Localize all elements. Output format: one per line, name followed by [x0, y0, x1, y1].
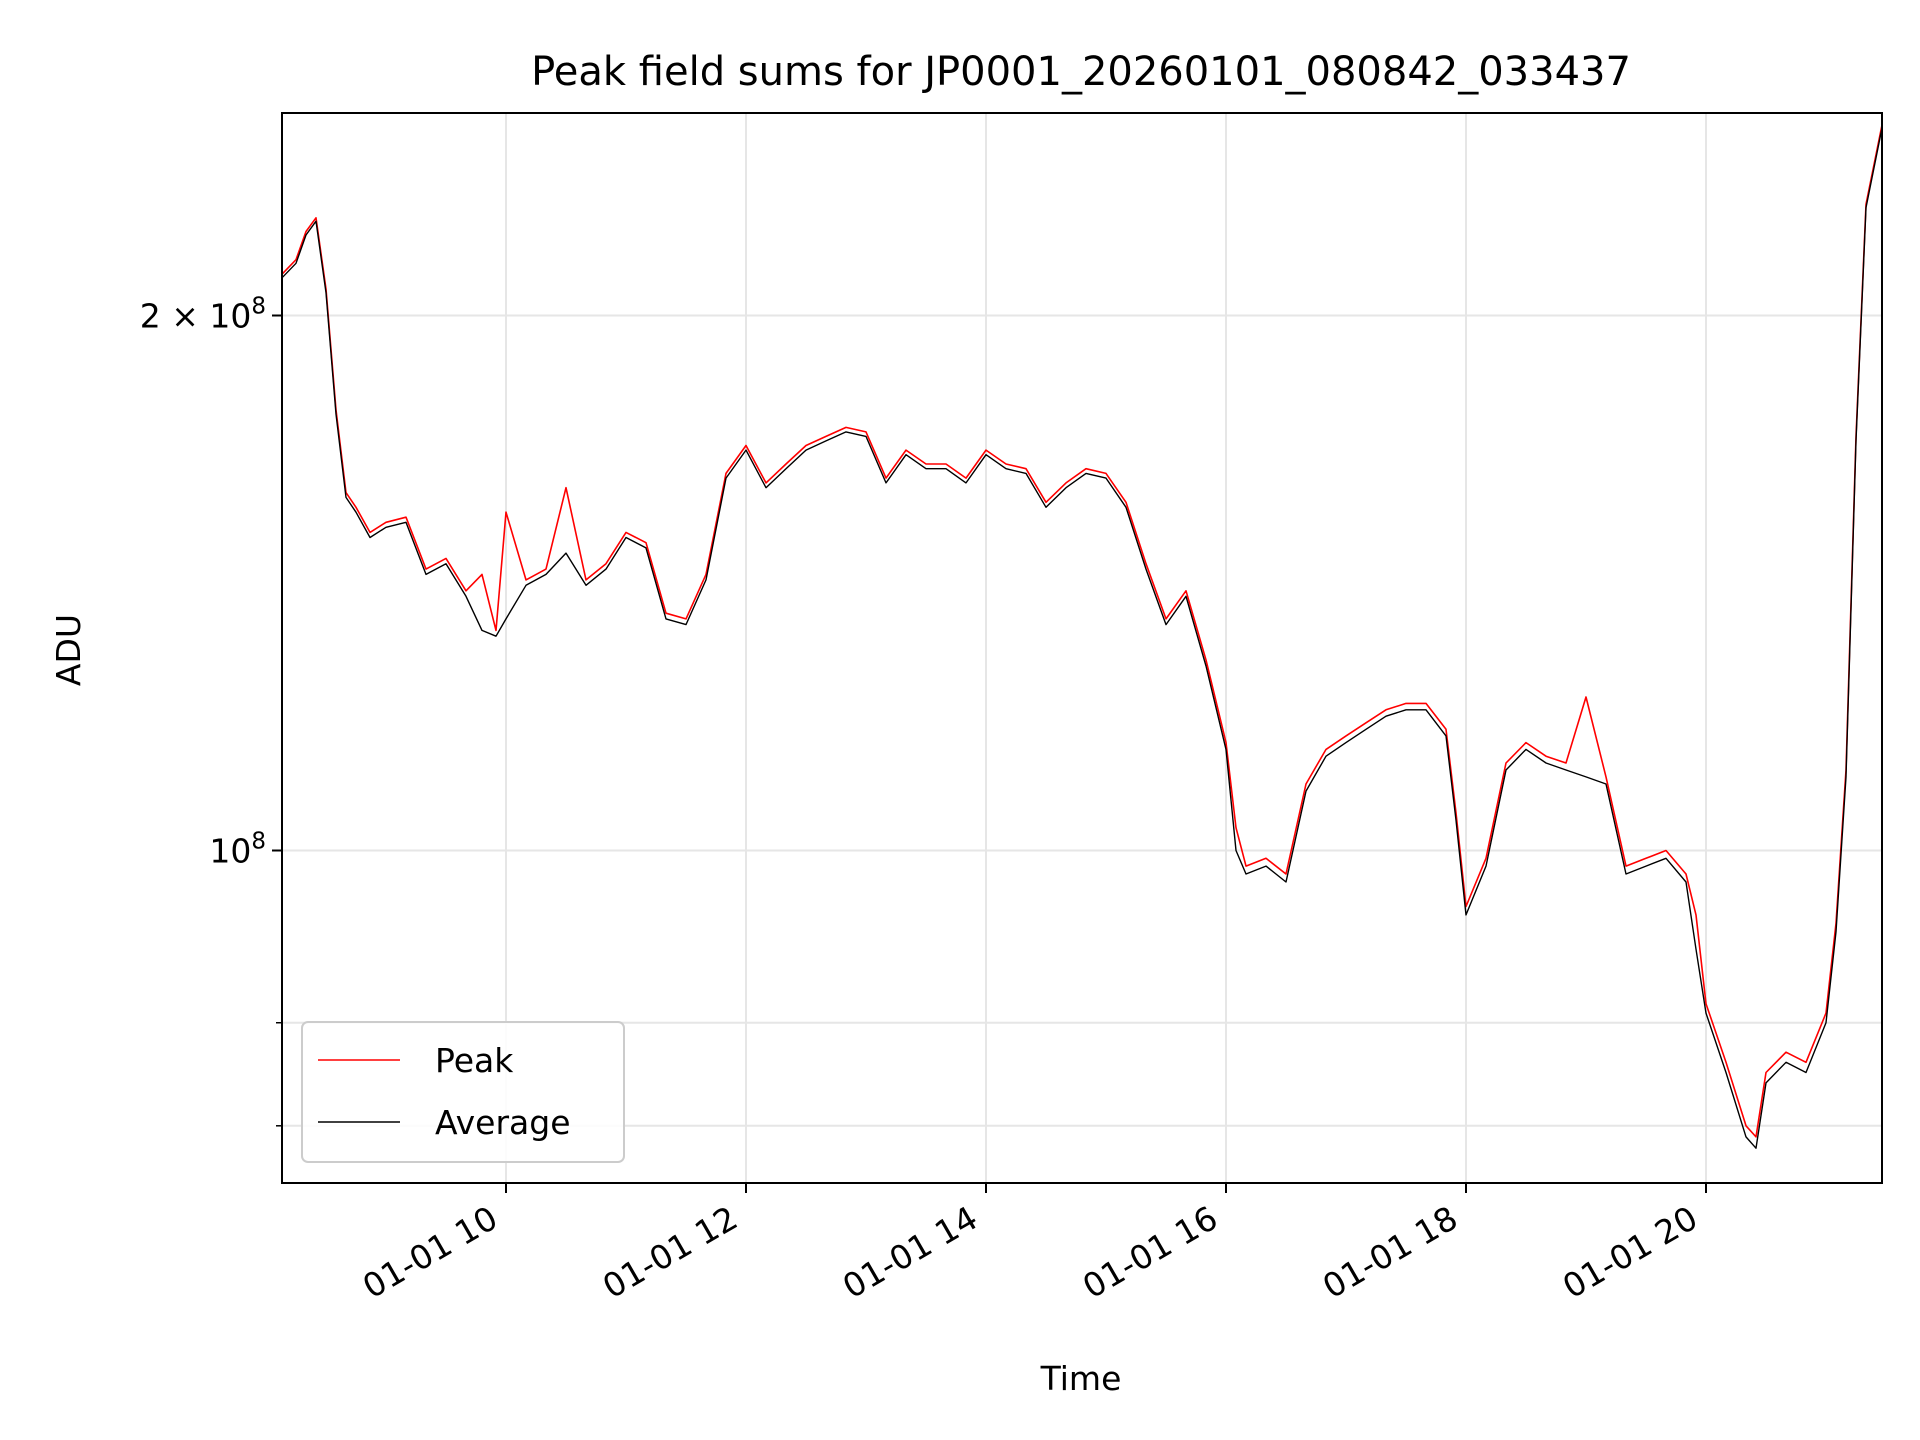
series-line-peak	[281, 124, 1883, 1138]
legend-box	[301, 1021, 625, 1163]
chart-title: Peak field sums for JP0001_20260101_0808…	[531, 49, 1631, 95]
series-line-average	[281, 127, 1883, 1149]
y-axis-label: ADU	[49, 614, 88, 686]
legend: Peak Average	[301, 1021, 625, 1163]
y-axis-ticks: 108 2 × 108	[140, 294, 282, 1127]
plot-series	[281, 124, 1883, 1149]
y-tick-label: 2 × 108	[140, 294, 266, 336]
y-tick-label: 108	[209, 829, 266, 871]
legend-average-label: Average	[435, 1103, 571, 1142]
x-axis-label: Time	[1040, 1359, 1122, 1398]
legend-peak-label: Peak	[435, 1041, 514, 1080]
plot-frame	[281, 112, 1883, 1184]
